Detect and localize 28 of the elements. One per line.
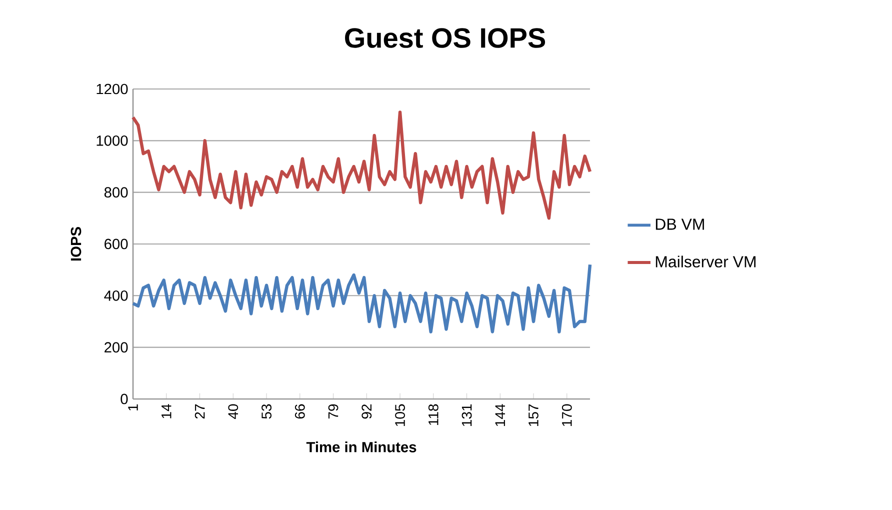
x-tick-label: 27 [194, 404, 205, 419]
legend-label: DB VM [656, 218, 704, 230]
x-tick-label: 157 [528, 404, 538, 426]
x-tick-label: 66 [294, 404, 305, 419]
x-tick-label: 92 [362, 404, 372, 419]
line-series [131, 263, 592, 334]
chart-title: Guest OS IOPS [345, 28, 546, 48]
x-tick-label: 105 [395, 404, 405, 426]
legend-label: Mailserver VM [656, 256, 756, 268]
y-tick-label: 800 [104, 187, 128, 198]
x-axis-title: Time in Minutes [306, 442, 416, 452]
y-tick-label: 1200 [96, 84, 128, 94]
x-tick-label: 14 [162, 404, 172, 418]
x-tick-label: 79 [328, 404, 338, 419]
y-tick-label: 600 [104, 238, 128, 250]
line-series [131, 110, 592, 220]
x-tick-label: 1 [128, 404, 138, 410]
y-axis-title: IOPS [70, 227, 82, 261]
x-tick-label: 53 [262, 404, 272, 419]
x-tick-label: 40 [228, 404, 238, 419]
x-tick-label: 118 [428, 404, 438, 425]
x-tick-label: 170 [562, 404, 572, 426]
x-tick-label: 144 [495, 404, 505, 426]
y-tick-label: 400 [104, 290, 128, 301]
y-tick-label: 0 [120, 394, 128, 404]
y-tick-label: 200 [104, 342, 128, 353]
x-tick-label: 131 [462, 404, 472, 426]
y-tick-label: 1000 [96, 135, 128, 146]
